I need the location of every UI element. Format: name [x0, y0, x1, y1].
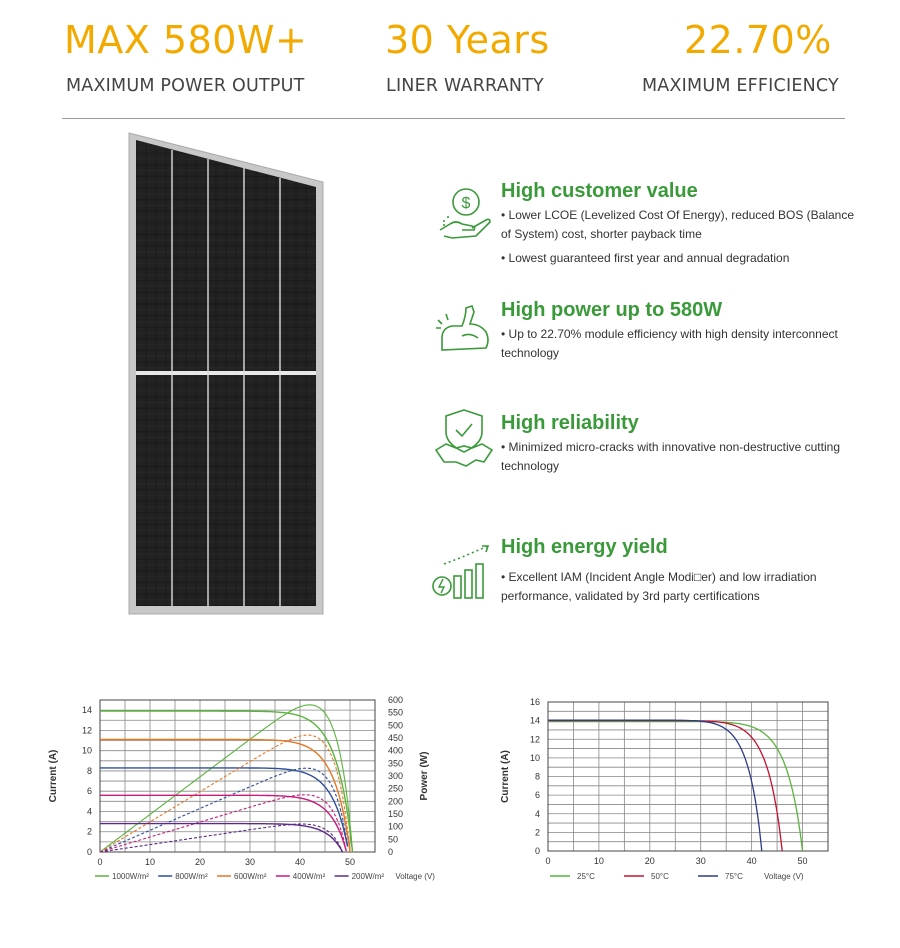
- x-tick-label: 40: [747, 856, 757, 866]
- y-axis-label: Current (A): [48, 750, 59, 803]
- y-tick-label: 14: [530, 716, 540, 726]
- max-power-label: MAXIMUM POWER OUTPUT: [66, 76, 305, 96]
- y-tick-label: 0: [535, 846, 540, 856]
- x-tick-label: 10: [594, 856, 604, 866]
- y2-tick-label: 350: [388, 758, 403, 768]
- y-tick-label: 12: [530, 734, 540, 744]
- divider: [62, 118, 845, 119]
- feature-title: High power up to 580W: [501, 299, 723, 321]
- legend-label: 800W/m²: [175, 872, 208, 881]
- legend-label: 25°C: [577, 872, 595, 881]
- power-curve-line: [99, 704, 354, 853]
- y2-tick-label: 150: [388, 809, 403, 819]
- x-tick-label: 0: [97, 857, 102, 867]
- x-tick-label: 10: [145, 857, 155, 867]
- x-tick-label: 20: [195, 857, 205, 867]
- y2-tick-label: 500: [388, 720, 403, 730]
- power-curve-line: [99, 794, 347, 853]
- feature-bullet: • Excellent IAM (Incident Angle Modi□er)…: [501, 570, 817, 603]
- efficiency-label: MAXIMUM EFFICIENCY: [642, 76, 839, 96]
- x-axis-label: Voltage (V): [764, 872, 804, 881]
- grid: [547, 701, 829, 852]
- solar-panel-image: [128, 132, 324, 615]
- x-tick-label: 20: [645, 856, 655, 866]
- y2-tick-label: 250: [388, 784, 403, 794]
- y2-tick-label: 400: [388, 746, 403, 756]
- warranty-label: LINER WARRANTY: [386, 76, 544, 96]
- y2-tick-label: 600: [388, 695, 403, 705]
- energy-bars-icon: [432, 545, 490, 599]
- flexed-arm-icon: [436, 304, 489, 351]
- max-power-value: MAX 580W+: [64, 18, 308, 62]
- legend-label: 75°C: [725, 872, 743, 881]
- feature-title: High customer value: [501, 180, 698, 202]
- iv-curve-line: [548, 720, 804, 852]
- plot-frame: [99, 699, 376, 853]
- y-tick-label: 16: [530, 697, 540, 707]
- y-tick-label: 4: [535, 809, 540, 819]
- y-axis-label: Current (A): [500, 750, 511, 803]
- y2-axis-label: Power (W): [419, 752, 430, 801]
- y-tick-label: 2: [535, 827, 540, 837]
- legend-label: 200W/m²: [352, 872, 385, 881]
- y2-tick-label: 200: [388, 796, 403, 806]
- y-tick-label: 12: [82, 725, 92, 735]
- y-tick-label: 6: [535, 790, 540, 800]
- y-tick-label: 8: [535, 772, 540, 782]
- y-tick-label: 2: [87, 827, 92, 837]
- legend-label: 400W/m²: [293, 872, 326, 881]
- y-tick-label: 10: [82, 746, 92, 756]
- y-tick-label: 14: [82, 705, 92, 715]
- warranty-value: 30 Years: [385, 18, 550, 62]
- power-curve-line: [99, 767, 349, 853]
- iv-curve-line: [100, 767, 349, 847]
- x-tick-label: 30: [696, 856, 706, 866]
- shield-handshake-icon: [434, 409, 494, 467]
- iv-curve-temperature-chart: 0 10 20 30 40 50 0 2 4 6 8 10 12 14 16 Current (A) 25°C 5…: [500, 697, 829, 881]
- legend-label: 1000W/m²: [112, 872, 149, 881]
- iv-curve-line: [548, 719, 763, 852]
- efficiency-value: 22.70%: [684, 18, 832, 62]
- x-tick-label: 30: [245, 857, 255, 867]
- x-tick-label: 50: [798, 856, 808, 866]
- feature-bullet: • Minimized micro-cracks with innovative…: [501, 440, 840, 473]
- x-tick-label: 50: [345, 857, 355, 867]
- y-tick-label: 0: [87, 847, 92, 857]
- feature-bullet: • Up to 22.70% module efficiency with hi…: [501, 327, 838, 360]
- y2-tick-label: 50: [388, 834, 398, 844]
- y2-tick-label: 100: [388, 822, 403, 832]
- legend-label: 600W/m²: [234, 872, 267, 881]
- feature-title: High energy yield: [501, 536, 668, 558]
- y2-tick-label: 450: [388, 733, 403, 743]
- iv-curve-line: [100, 738, 351, 853]
- y-tick-label: 6: [87, 786, 92, 796]
- x-tick-label: 0: [545, 856, 550, 866]
- y2-tick-label: 0: [388, 847, 393, 857]
- plot-frame: [547, 701, 829, 852]
- y-tick-label: 8: [87, 766, 92, 776]
- iv-curve-line: [100, 794, 347, 852]
- x-tick-label: 40: [295, 857, 305, 867]
- iv-curve-irradiance-chart: 0 10 20 30 40 5002468101214050100150200250300…: [48, 695, 435, 881]
- feature-bullet: • Lowest guaranteed first year and annua…: [501, 251, 790, 265]
- power-curve-line: [99, 823, 344, 853]
- y2-tick-label: 300: [388, 771, 403, 781]
- power-curve-line: [99, 734, 351, 853]
- grid: [99, 699, 376, 853]
- iv-curve-line: [100, 710, 354, 853]
- money-hand-icon: $: [439, 188, 491, 239]
- feature-bullet: • Lower LCOE (Levelized Cost Of Energy),…: [501, 208, 855, 241]
- legend-label: 50°C: [651, 872, 669, 881]
- y-tick-label: 4: [87, 806, 92, 816]
- iv-curve-line: [100, 822, 344, 853]
- svg-text:$: $: [462, 195, 471, 212]
- y-tick-label: 10: [530, 753, 540, 763]
- feature-title: High reliability: [501, 412, 639, 434]
- y2-tick-label: 550: [388, 708, 403, 718]
- x-axis-label: Voltage (V): [395, 872, 435, 881]
